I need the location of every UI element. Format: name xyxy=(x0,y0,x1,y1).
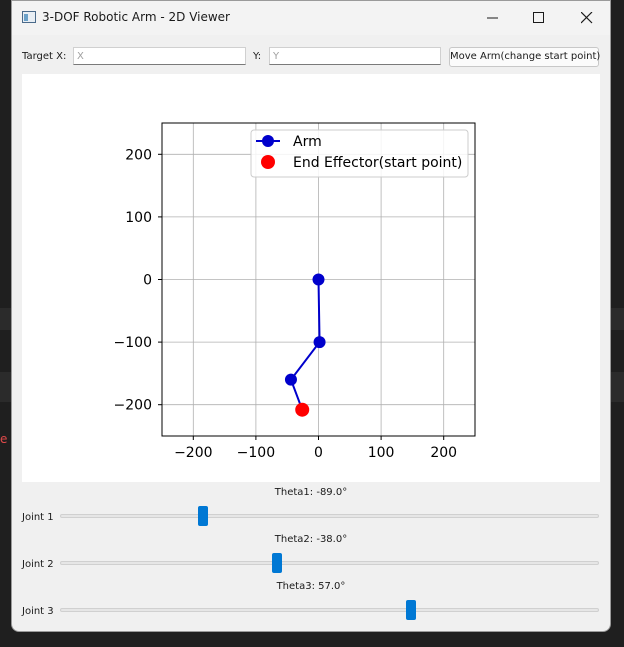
target-y-input[interactable] xyxy=(269,47,441,65)
target-x-input[interactable] xyxy=(73,47,246,65)
app-window: 3-DOF Robotic Arm - 2D Viewer Target X: … xyxy=(11,0,611,632)
joint-2-slider-handle[interactable] xyxy=(271,553,282,573)
arm-line xyxy=(289,279,321,411)
joint-1-slider-handle[interactable] xyxy=(197,506,208,526)
app-icon xyxy=(22,11,36,23)
y-tick-label: 200 xyxy=(125,147,152,163)
y-tick-label: −200 xyxy=(114,398,152,414)
arm-joint-marker xyxy=(313,336,326,349)
joint-2-caption: Theta2: -38.0° xyxy=(274,534,348,545)
legend-arm-label: Arm xyxy=(293,134,322,150)
title-bar: 3-DOF Robotic Arm - 2D Viewer xyxy=(12,1,610,35)
move-arm-button[interactable]: Move Arm(change start point) xyxy=(449,47,600,67)
arm-joint-marker xyxy=(284,373,297,386)
close-icon xyxy=(581,12,593,24)
legend-arm-marker xyxy=(262,135,274,147)
target-y-label: Y: xyxy=(253,51,262,62)
target-x-label: Target X: xyxy=(22,51,67,62)
joint-3-caption: Theta3: 57.0° xyxy=(276,581,346,592)
y-tick-label: −100 xyxy=(114,335,152,351)
joint-1-caption: Theta1: -89.0° xyxy=(274,487,348,498)
legend-box xyxy=(250,129,469,178)
legend-end-effector-label: End Effector(start point) xyxy=(293,155,462,171)
maximize-button[interactable] xyxy=(516,1,562,35)
joint-1-slider-track[interactable] xyxy=(60,514,599,518)
legend: Arm End Effector(start point) xyxy=(250,129,469,178)
arm-joint-marker xyxy=(312,273,325,286)
maximize-icon xyxy=(533,12,544,23)
arm-plot: −200 −100 0 100 200 −200 −100 0 100 200 Arm End Eff… xyxy=(114,122,476,461)
y-tick-label: 0 xyxy=(143,273,152,289)
minimize-button[interactable] xyxy=(470,1,516,35)
joint-3-label: Joint 3 xyxy=(22,606,54,617)
x-tick-label: 0 xyxy=(314,445,323,461)
background-glyph: e xyxy=(0,432,8,446)
x-tick-label: 200 xyxy=(430,445,457,461)
joint-2-label: Joint 2 xyxy=(22,559,54,570)
plot-canvas: −200 −100 0 100 200 −200 −100 0 100 200 Arm End Eff… xyxy=(22,74,600,482)
joint-2-slider-track[interactable] xyxy=(60,561,599,565)
joint-3-slider-track[interactable] xyxy=(60,608,599,612)
y-tick-label: 100 xyxy=(125,210,152,226)
minimize-icon xyxy=(487,17,498,19)
x-tick-label: −100 xyxy=(237,445,275,461)
end-effector-marker xyxy=(295,402,310,417)
joint-1-label: Joint 1 xyxy=(22,512,54,523)
window-title: 3-DOF Robotic Arm - 2D Viewer xyxy=(42,10,230,24)
legend-end-effector-marker xyxy=(261,155,275,169)
x-tick-label: 100 xyxy=(368,445,395,461)
close-button[interactable] xyxy=(564,1,610,35)
x-tick-label: −200 xyxy=(174,445,212,461)
joint-3-slider-handle[interactable] xyxy=(406,600,417,620)
